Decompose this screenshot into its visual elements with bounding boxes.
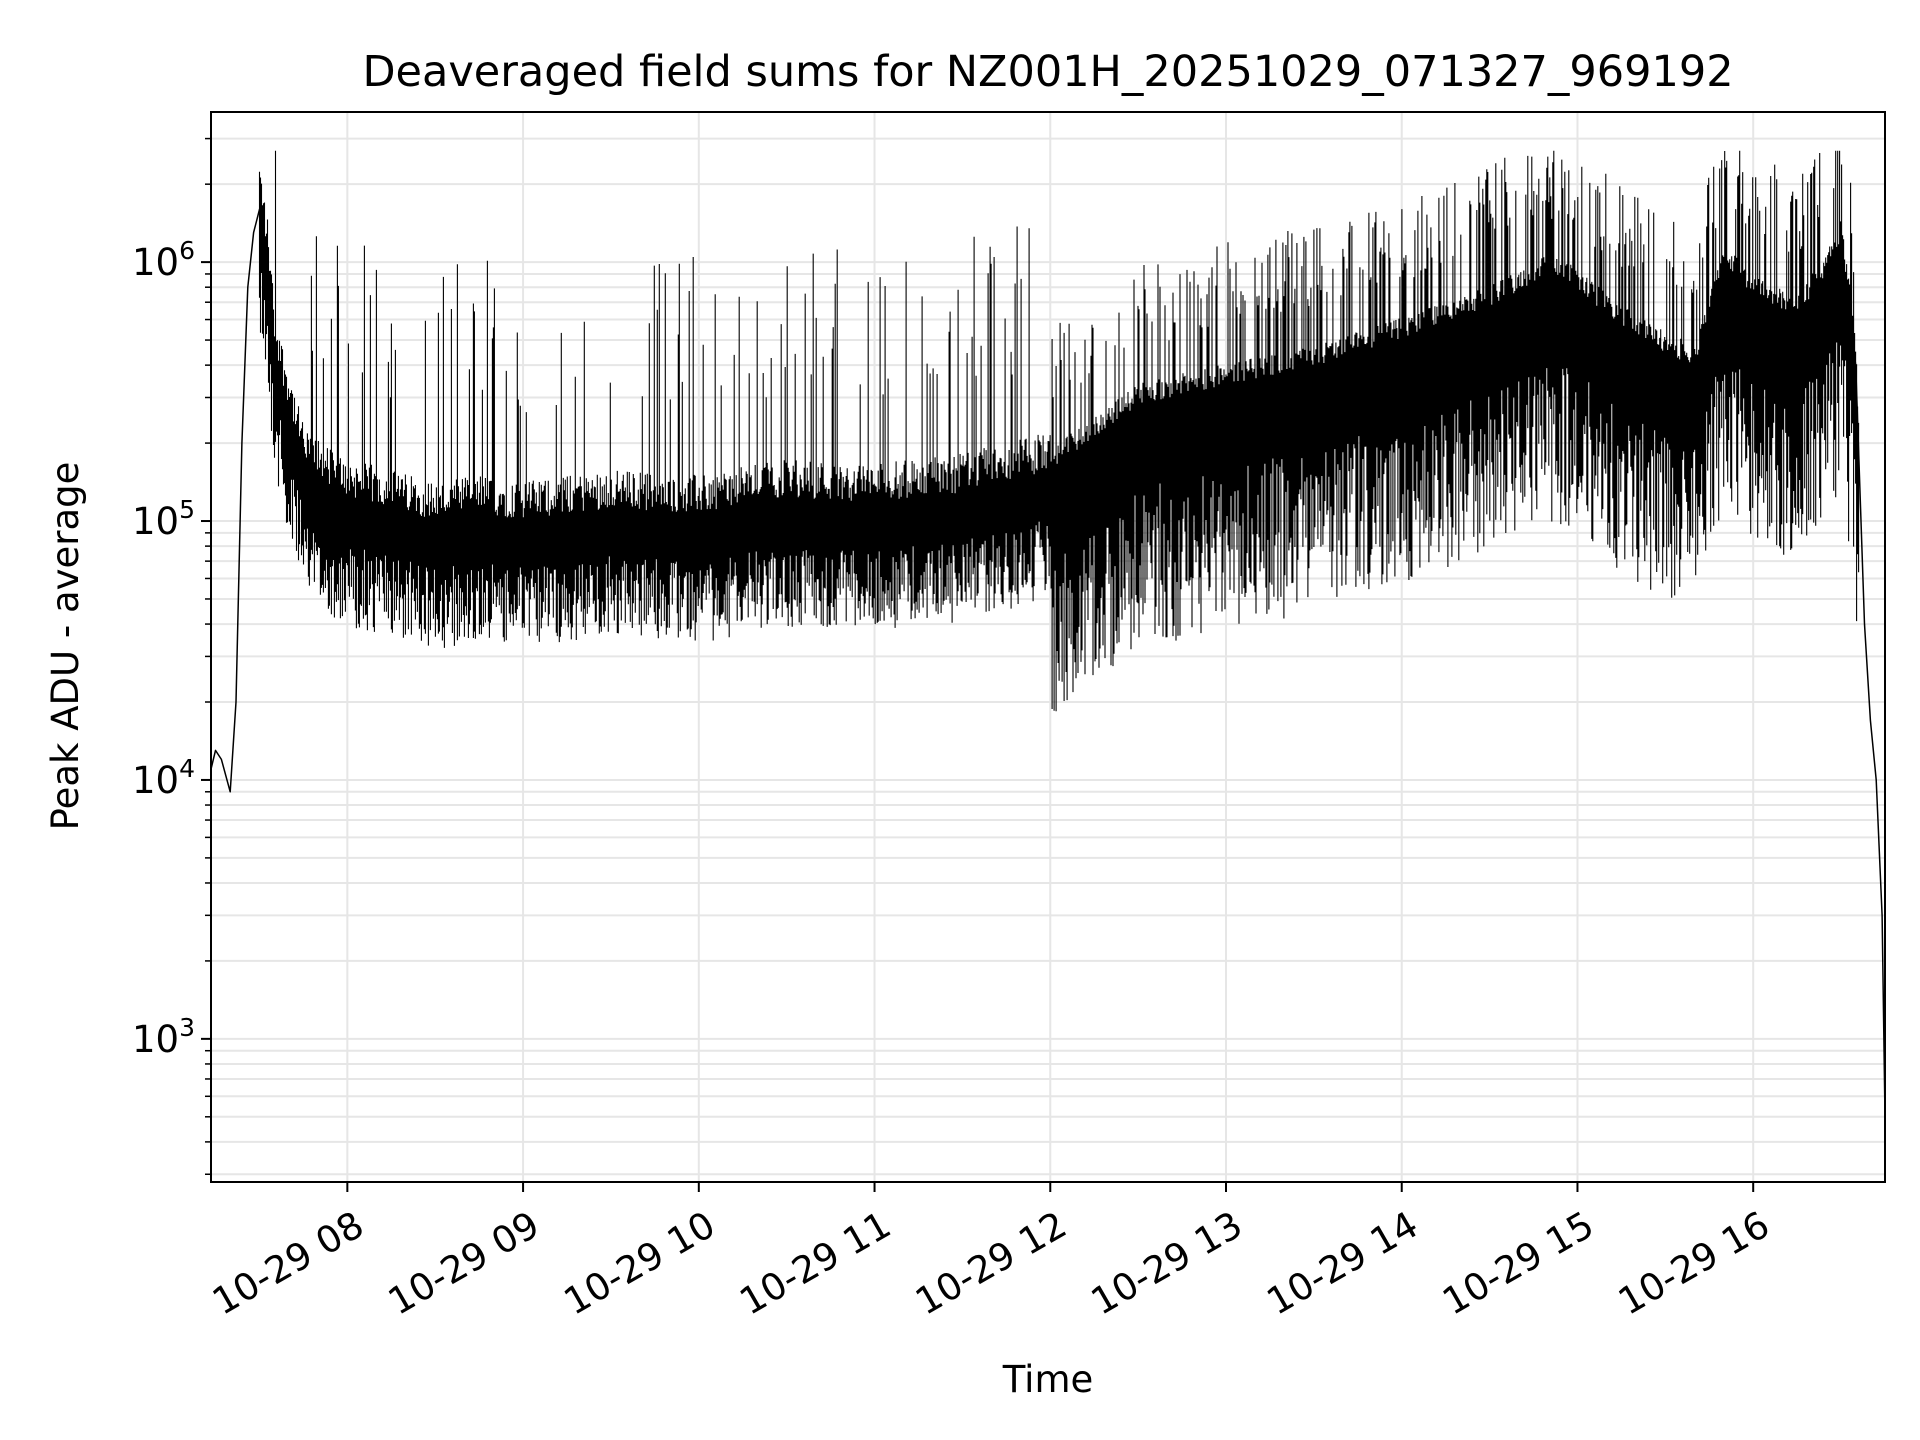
chart-title: Deaveraged field sums for NZ001H_2025102…	[362, 47, 1733, 97]
y-axis-label: Peak ADU - average	[44, 462, 87, 831]
y-tick-base: 10	[132, 759, 179, 802]
plot-frame	[210, 111, 1886, 1183]
x-axis-label: Time	[1002, 1358, 1094, 1401]
grid	[211, 112, 1885, 1182]
y-tick-exponent: 5	[179, 495, 195, 524]
y-tick-label: 106	[132, 236, 195, 284]
y-tick-label: 104	[132, 754, 195, 802]
y-tick-base: 10	[132, 500, 179, 543]
y-tick-base: 10	[132, 241, 179, 284]
y-tick-label: 105	[132, 495, 195, 543]
y-tick-exponent: 6	[179, 236, 195, 265]
plot-area	[210, 150, 1886, 1117]
y-tick-exponent: 3	[179, 1013, 195, 1042]
y-tick-base: 10	[132, 1018, 179, 1061]
y-tick-label: 103	[132, 1013, 195, 1061]
y-tick-exponent: 4	[179, 754, 195, 783]
series-noise	[258, 150, 1860, 712]
